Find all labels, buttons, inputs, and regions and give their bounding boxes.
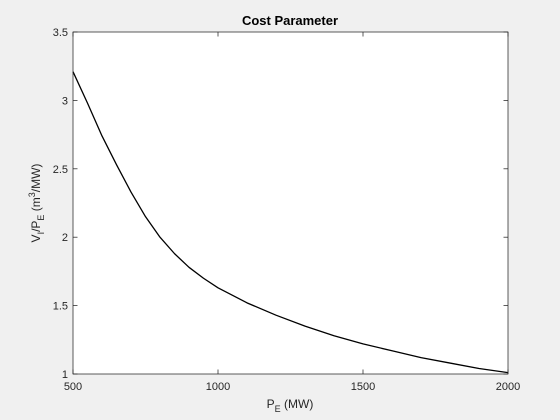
x-tick-label: 1500 bbox=[351, 381, 375, 393]
x-axis-ticks: 500 1000 1500 2000 bbox=[64, 32, 520, 393]
y-axis-label-v: V bbox=[29, 234, 43, 242]
y-tick-label: 3.5 bbox=[53, 27, 68, 39]
y-tick-label: 3 bbox=[62, 95, 68, 107]
series-layer bbox=[72, 71, 509, 374]
x-axis-label-main: P bbox=[267, 397, 275, 411]
y-axis-label-unit-close: /MW) bbox=[29, 164, 43, 193]
plot-area bbox=[73, 32, 508, 374]
y-axis-label: VI/PE (m3/MW) bbox=[27, 164, 46, 243]
y-tick-label: 1.5 bbox=[53, 301, 68, 313]
x-tick-label: 500 bbox=[64, 381, 82, 393]
y-tick-label: 1 bbox=[62, 369, 68, 381]
y-tick-label: 2 bbox=[62, 232, 68, 244]
y-axis-label-p-subscript: E bbox=[36, 215, 46, 221]
x-tick-label: 1000 bbox=[206, 381, 230, 393]
x-axis-label-subscript: E bbox=[275, 404, 281, 414]
x-axis-label-unit: (MW) bbox=[281, 397, 314, 411]
chart-title: Cost Parameter bbox=[242, 13, 338, 28]
series-line bbox=[72, 71, 509, 374]
y-axis-label-unit-open: (m bbox=[29, 197, 43, 214]
y-axis-label-v-subscript: I bbox=[36, 232, 46, 235]
x-axis-label: PE (MW) bbox=[267, 397, 314, 414]
x-tick-label: 2000 bbox=[496, 381, 520, 393]
axes-box bbox=[72, 31, 509, 375]
y-tick-label: 2.5 bbox=[53, 164, 68, 176]
y-axis-label-superscript: 3 bbox=[27, 192, 37, 197]
y-axis-ticks: 1 1.5 2 2.5 3 3.5 bbox=[53, 27, 508, 381]
y-axis-label-slash: /P bbox=[29, 221, 43, 232]
